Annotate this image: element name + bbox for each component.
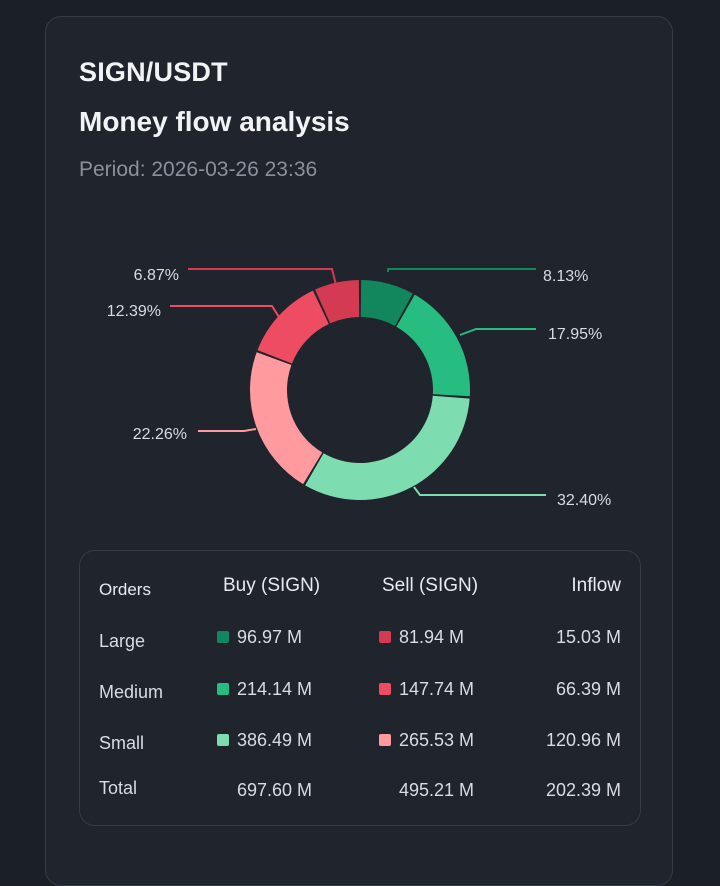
- trading-pair: SIGN/USDT: [79, 57, 228, 87]
- sell-total: 495.21 M: [399, 780, 475, 800]
- inflow-large: 15.03 M: [555, 627, 621, 647]
- inflow-total: 202.39 M: [545, 780, 621, 800]
- money-flow-table: Orders Buy (SIGN) Sell (SIGN) Inflow Lar…: [79, 550, 641, 826]
- leader-line: [413, 486, 546, 496]
- leader-line: [170, 305, 280, 318]
- slice-label: 17.95%: [548, 326, 602, 343]
- buy-small: 386.49 M: [217, 730, 312, 751]
- donut-slice-large-sell: [315, 280, 360, 324]
- buy-large: 96.97 M: [217, 627, 302, 648]
- slice-label: 12.39%: [107, 303, 161, 320]
- small-sell-swatch: [379, 734, 391, 746]
- large-buy-swatch: [217, 631, 229, 643]
- period-text: Period: 2026-03-26 23:36: [79, 158, 318, 181]
- row-label-medium: Medium: [99, 682, 164, 702]
- header-buy: Buy (SIGN): [223, 575, 321, 596]
- sell-medium: 147.74 M: [379, 679, 474, 700]
- row-label-small: Small: [99, 733, 145, 753]
- header-sell: Sell (SIGN): [382, 575, 479, 596]
- row-label-large: Large: [99, 631, 146, 651]
- header-inflow: Inflow: [571, 575, 621, 596]
- leader-line: [188, 268, 337, 286]
- buy-total: 697.60 M: [237, 780, 313, 800]
- donut-chart: 8.13% 17.95% 32.40% 22.26% 12.39% 6.87%: [107, 267, 612, 509]
- medium-buy-swatch: [217, 683, 229, 695]
- inflow-small: 120.96 M: [545, 730, 621, 750]
- donut-slice-small-sell: [250, 352, 323, 485]
- header-orders: Orders: [99, 580, 151, 599]
- small-buy-swatch: [217, 734, 229, 746]
- slice-label: 8.13%: [543, 268, 588, 285]
- sell-small: 265.53 M: [379, 730, 474, 751]
- money-flow-card: SIGN/USDT Money flow analysis Period: 20…: [45, 16, 673, 886]
- leader-line: [198, 428, 257, 432]
- slice-label: 6.87%: [134, 267, 179, 284]
- buy-medium: 214.14 M: [217, 679, 312, 700]
- inflow-medium: 66.39 M: [555, 679, 621, 699]
- large-sell-swatch: [379, 631, 391, 643]
- medium-sell-swatch: [379, 683, 391, 695]
- donut-slice-small-buy: [305, 395, 470, 501]
- donut-slice-large-buy: [360, 280, 413, 326]
- donut-slice-medium-sell: [257, 290, 329, 364]
- sell-large: 81.94 M: [379, 627, 464, 648]
- section-title: Money flow analysis: [79, 106, 350, 137]
- slice-label: 32.40%: [557, 492, 611, 509]
- slice-label: 22.26%: [133, 426, 187, 443]
- leader-line: [459, 328, 536, 336]
- row-label-total: Total: [99, 778, 138, 798]
- donut-slice-medium-buy: [396, 294, 470, 397]
- leader-line: [387, 268, 536, 272]
